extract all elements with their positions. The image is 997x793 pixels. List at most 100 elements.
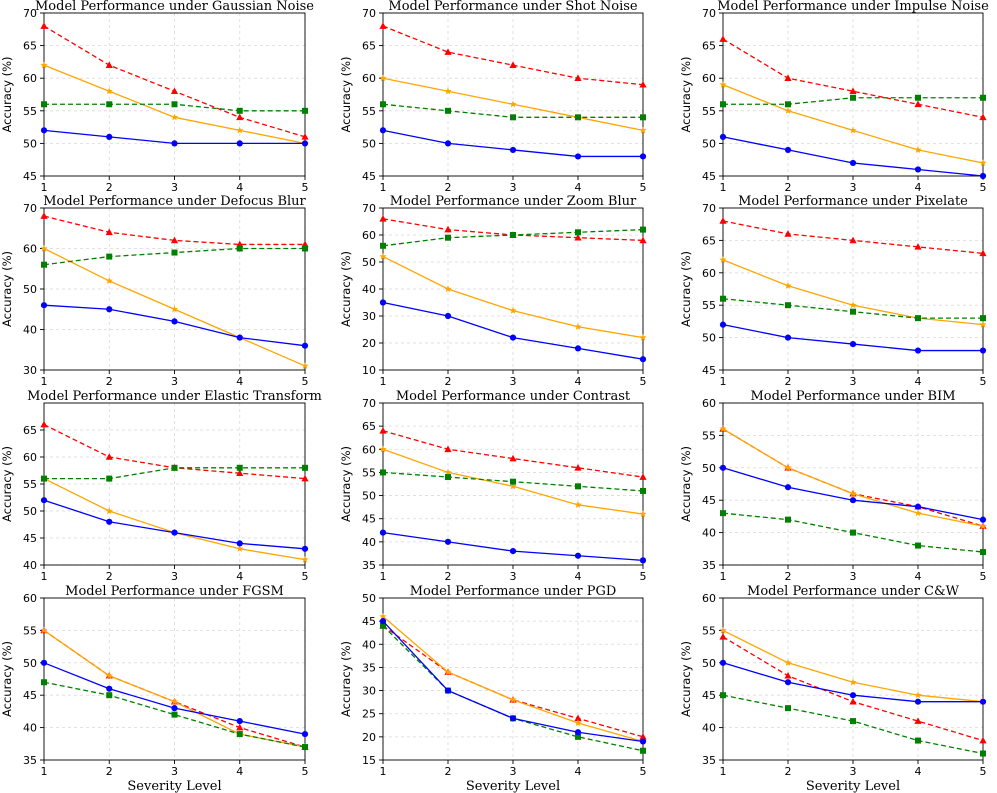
- y-axis-label: Accuracy (%): [339, 56, 353, 132]
- y-axis-label: Accuracy (%): [679, 251, 693, 327]
- data-point: [849, 697, 857, 705]
- data-point: [236, 545, 244, 552]
- series-model-c: [41, 464, 308, 482]
- y-axis-label: Accuracy (%): [339, 446, 353, 522]
- data-point: [40, 127, 48, 134]
- data-point: [979, 113, 987, 121]
- y-tick-label: 45: [23, 532, 37, 545]
- series-model-b: [379, 74, 647, 134]
- y-tick-label: 55: [702, 105, 716, 118]
- data-point: [302, 744, 308, 751]
- y-axis-label: Accuracy (%): [0, 251, 14, 327]
- x-tick-label: 2: [106, 570, 113, 583]
- subplot-title: Model Performance under Zoom Blur: [390, 194, 637, 209]
- series-model-c: [720, 94, 986, 108]
- x-tick-label: 4: [236, 375, 243, 388]
- y-tick-label: 25: [362, 708, 376, 721]
- data-point: [301, 362, 309, 370]
- series-model-d: [40, 302, 309, 349]
- data-point: [444, 285, 452, 293]
- data-point: [236, 245, 243, 252]
- data-point: [171, 140, 178, 147]
- y-tick-label: 60: [702, 397, 716, 410]
- x-tick-label: 1: [720, 181, 727, 194]
- y-tick-label: 60: [362, 443, 376, 456]
- data-point: [915, 542, 921, 549]
- y-tick-label: 45: [23, 689, 37, 702]
- y-tick-label: 55: [362, 466, 376, 479]
- x-tick-label: 1: [41, 570, 48, 583]
- series-model-c: [380, 101, 646, 121]
- subplot-title: Model Performance under C&W: [747, 584, 960, 599]
- series-model-c: [720, 295, 986, 322]
- x-tick-label: 2: [785, 181, 792, 194]
- data-point: [444, 668, 452, 676]
- series-model-c: [380, 226, 646, 249]
- y-tick-label: 60: [23, 592, 37, 605]
- data-point: [105, 453, 113, 460]
- data-point: [301, 545, 309, 552]
- y-tick-label: 70: [362, 397, 376, 410]
- data-point: [236, 723, 244, 731]
- data-point: [510, 232, 516, 238]
- subplot-title: Model Performance under Gaussian Noise: [35, 0, 314, 14]
- data-point: [510, 478, 516, 485]
- data-point: [785, 516, 791, 523]
- x-tick-label: 5: [302, 375, 309, 388]
- data-point: [785, 101, 791, 108]
- y-tick-label: 55: [702, 624, 716, 637]
- data-point: [574, 323, 582, 330]
- data-point: [639, 356, 647, 363]
- x-tick-label: 1: [720, 765, 727, 778]
- x-tick-label: 2: [785, 375, 792, 388]
- x-tick-label: 3: [510, 181, 517, 194]
- series-model-a: [719, 35, 987, 121]
- x-tick-label: 3: [171, 570, 178, 583]
- data-point: [379, 74, 387, 82]
- data-point: [301, 474, 309, 482]
- y-tick-label: 45: [23, 170, 37, 183]
- subplot-title: Model Performance under BIM: [750, 389, 955, 404]
- series-model-c: [41, 101, 308, 114]
- data-point: [41, 475, 47, 482]
- x-tick-label: 5: [640, 765, 647, 778]
- y-tick-label: 60: [702, 267, 716, 280]
- y-tick-label: 70: [362, 7, 376, 20]
- y-tick-label: 15: [362, 754, 376, 767]
- data-point: [171, 464, 178, 471]
- data-point: [40, 212, 48, 219]
- data-point: [40, 22, 48, 29]
- data-point: [444, 445, 452, 453]
- y-axis-label: Accuracy (%): [679, 641, 693, 717]
- data-point: [850, 308, 856, 315]
- data-point: [784, 281, 792, 289]
- x-tick-label: 3: [510, 765, 517, 778]
- data-point: [105, 671, 113, 679]
- data-point: [719, 633, 727, 640]
- data-point: [914, 698, 922, 705]
- data-point: [301, 342, 309, 349]
- data-point: [379, 618, 387, 625]
- data-point: [914, 166, 922, 173]
- series-model-c: [720, 692, 986, 757]
- y-tick-label: 45: [702, 170, 716, 183]
- data-point: [574, 552, 582, 559]
- data-point: [574, 345, 582, 352]
- data-point: [849, 692, 857, 699]
- y-tick-label: 70: [702, 7, 716, 20]
- subplot-4: 1 2 3 4 5 30 40 50 60 70 Model Performance under D…: [0, 194, 309, 388]
- data-point: [236, 464, 243, 471]
- data-point: [719, 425, 727, 432]
- data-point: [509, 306, 517, 314]
- subplot-title: Model Performance under FGSM: [65, 584, 284, 599]
- x-tick-label: 5: [640, 570, 647, 583]
- data-point: [575, 114, 581, 121]
- data-point: [379, 529, 387, 536]
- data-point: [444, 312, 452, 320]
- y-tick-label: 65: [362, 420, 376, 433]
- data-point: [719, 217, 727, 224]
- data-point: [509, 454, 517, 462]
- series-model-a: [379, 426, 647, 480]
- data-point: [106, 692, 113, 699]
